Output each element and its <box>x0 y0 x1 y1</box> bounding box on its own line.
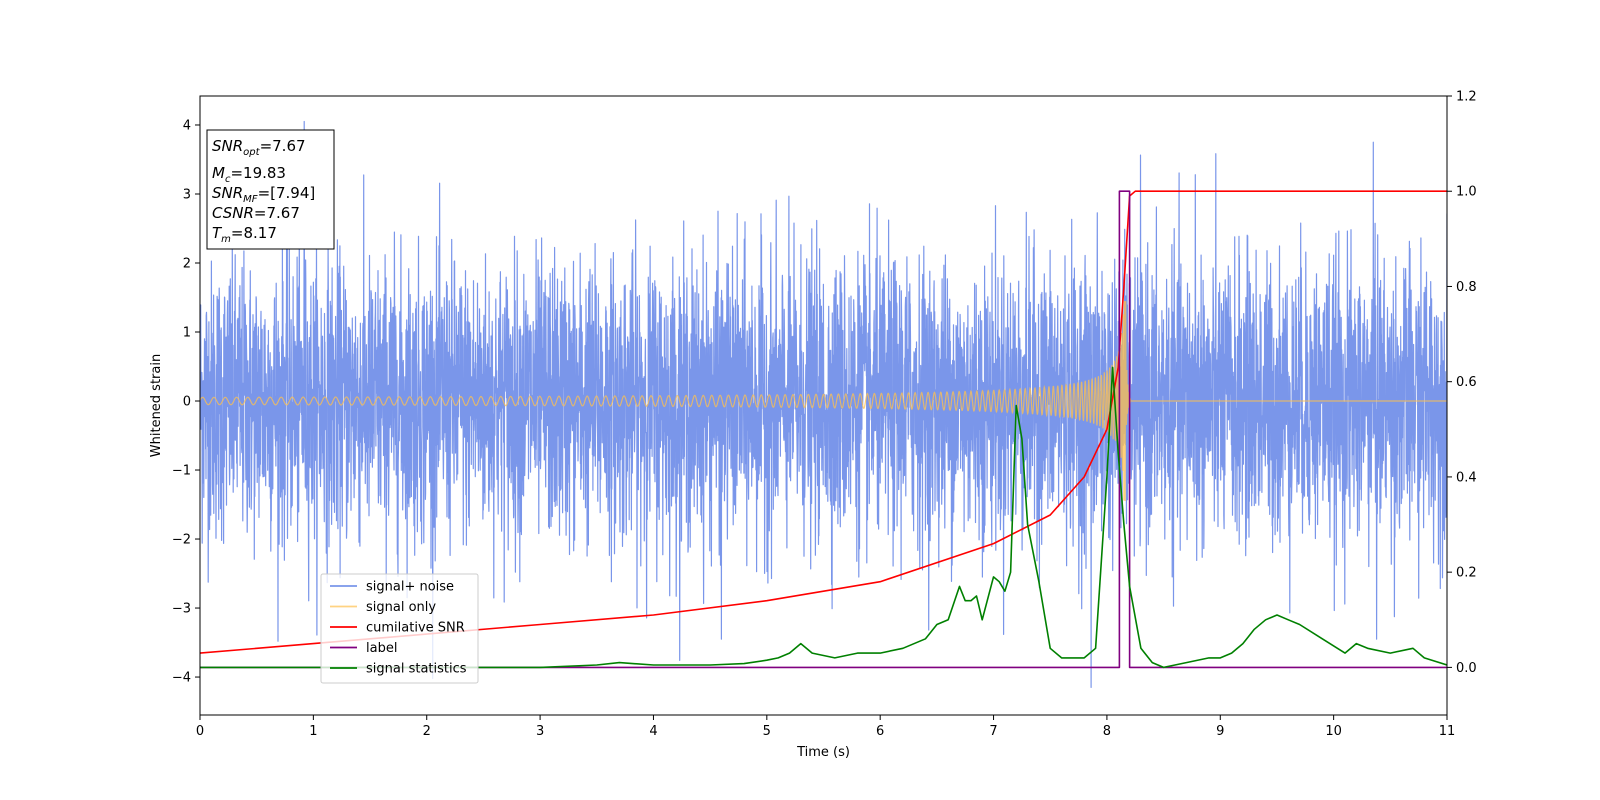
x-tick-label: 8 <box>1103 724 1111 739</box>
x-tick-label: 0 <box>196 724 204 739</box>
info-box-frame <box>206 129 335 250</box>
x-tick-label: 11 <box>1439 724 1456 739</box>
x-tick-label: 1 <box>309 724 317 739</box>
legend-label: label <box>366 641 397 656</box>
y-tick-label: −1 <box>172 464 191 479</box>
x-axis-label: Time (s) <box>796 745 850 760</box>
series-layer <box>200 120 1447 689</box>
x-tick-label: 7 <box>989 724 997 739</box>
series-line-cumilative-snr <box>200 190 1447 654</box>
y-tick-label: 3 <box>183 187 191 202</box>
plot-frame <box>199 95 1448 716</box>
y-tick-label: −4 <box>172 671 191 686</box>
legend-label: signal+ noise <box>366 580 454 595</box>
info-tm: Tm=8.17 <box>212 224 277 245</box>
legend-label: signal statistics <box>366 662 467 677</box>
y-tick-label: 2 <box>183 256 191 271</box>
y-tick-label: −3 <box>172 602 191 617</box>
info-box: SNRopt=7.67 Mc=19.83 SNRMF=[7.94] CSNR=7… <box>206 129 335 250</box>
x-axis: 0 1 2 3 4 5 6 7 8 9 10 11 <box>196 715 1455 739</box>
info-snr-mf: SNRMF=[7.94] <box>212 184 315 205</box>
y-tick-label: 0 <box>183 395 191 410</box>
x-tick-label: 9 <box>1216 724 1224 739</box>
y-tick-label: 4 <box>183 118 191 133</box>
y-axis-right: 0.0 0.2 0.4 0.6 0.8 1.0 1.2 <box>1447 90 1477 676</box>
y2-tick-label: 0.2 <box>1456 566 1477 581</box>
series-line-signal-noise <box>200 120 1447 689</box>
y-tick-label: −2 <box>172 533 191 548</box>
y2-tick-label: 0.8 <box>1456 280 1477 295</box>
legend: signal+ noise signal only cumilative SNR la… <box>320 573 479 684</box>
x-tick-label: 2 <box>423 724 431 739</box>
y2-tick-label: 0.4 <box>1456 470 1477 485</box>
y2-tick-label: 0.0 <box>1456 661 1477 676</box>
series-line-signal-statistics <box>200 366 1447 669</box>
info-mc: Mc=19.83 <box>212 164 286 185</box>
x-tick-label: 3 <box>536 724 544 739</box>
y2-tick-label: 1.0 <box>1456 185 1477 200</box>
legend-label: signal only <box>366 600 436 615</box>
x-tick-label: 4 <box>649 724 657 739</box>
series-line-signal-only <box>200 300 1447 502</box>
x-tick-label: 6 <box>876 724 884 739</box>
info-snr-opt: SNRopt=7.67 <box>212 137 306 158</box>
info-csnr: CSNR=7.67 <box>212 204 300 222</box>
x-tick-label: 10 <box>1325 724 1342 739</box>
y2-tick-label: 1.2 <box>1456 90 1477 105</box>
series-line-label <box>200 190 1447 669</box>
y-tick-label: 1 <box>183 326 191 341</box>
legend-frame <box>320 573 479 684</box>
y-axis-left: −4 −3 −2 −1 0 1 2 3 4 <box>172 118 200 686</box>
legend-label: cumilative SNR <box>366 621 465 636</box>
y2-tick-label: 0.6 <box>1456 375 1477 390</box>
y-axis-label: Whitened strain <box>149 354 164 457</box>
x-tick-label: 5 <box>763 724 771 739</box>
